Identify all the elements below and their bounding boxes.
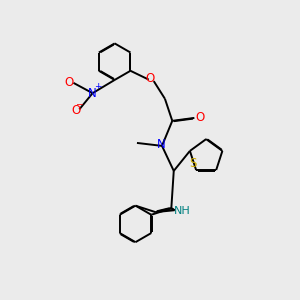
Text: −: −: [75, 100, 83, 109]
Text: NH: NH: [174, 206, 190, 216]
Text: N: N: [157, 138, 166, 151]
Text: O: O: [71, 104, 80, 117]
Text: O: O: [195, 111, 204, 124]
Text: O: O: [145, 72, 154, 85]
Text: +: +: [94, 82, 102, 91]
Text: O: O: [64, 76, 74, 89]
Text: N: N: [88, 87, 97, 100]
Text: S: S: [189, 158, 197, 170]
